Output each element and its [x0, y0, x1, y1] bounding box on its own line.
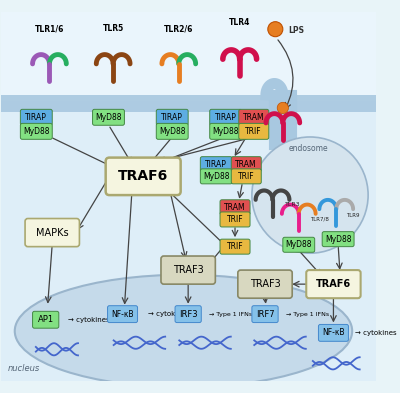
FancyBboxPatch shape	[106, 158, 181, 195]
Text: TRAM: TRAM	[243, 113, 264, 122]
FancyBboxPatch shape	[25, 219, 80, 247]
FancyBboxPatch shape	[318, 325, 348, 341]
Text: TLR9: TLR9	[346, 213, 359, 218]
FancyBboxPatch shape	[210, 109, 242, 125]
Text: TLR7/8: TLR7/8	[310, 217, 329, 221]
Text: → Type 1 IFNs: → Type 1 IFNs	[286, 312, 329, 317]
FancyBboxPatch shape	[220, 212, 250, 227]
FancyBboxPatch shape	[92, 109, 124, 125]
FancyBboxPatch shape	[210, 123, 242, 140]
FancyBboxPatch shape	[231, 157, 261, 172]
Circle shape	[277, 102, 288, 114]
FancyBboxPatch shape	[175, 306, 201, 323]
Text: TRAM: TRAM	[224, 203, 246, 212]
FancyBboxPatch shape	[20, 109, 52, 125]
Text: MyD88: MyD88	[95, 113, 122, 122]
Text: MyD88: MyD88	[212, 127, 239, 136]
FancyBboxPatch shape	[239, 123, 269, 140]
FancyBboxPatch shape	[161, 256, 215, 284]
FancyBboxPatch shape	[220, 239, 250, 254]
Text: MyD88: MyD88	[159, 127, 186, 136]
Text: → cytokines: → cytokines	[148, 311, 190, 317]
Text: nucleus: nucleus	[8, 364, 40, 373]
Bar	[1, 12, 376, 101]
Text: TIRAP: TIRAP	[25, 113, 47, 122]
Text: TIRAP: TIRAP	[215, 113, 236, 122]
FancyBboxPatch shape	[283, 237, 315, 252]
Text: endosome: endosome	[288, 144, 328, 153]
Text: IRF3: IRF3	[179, 310, 198, 319]
FancyBboxPatch shape	[32, 311, 59, 328]
Text: MAPKs: MAPKs	[36, 228, 68, 238]
Text: LPS: LPS	[288, 26, 304, 35]
Text: → cytokines: → cytokines	[355, 330, 397, 336]
FancyBboxPatch shape	[220, 200, 250, 215]
FancyBboxPatch shape	[231, 169, 261, 184]
Text: NF-κB: NF-κB	[322, 329, 345, 337]
FancyBboxPatch shape	[239, 109, 269, 125]
Text: TIRAP: TIRAP	[161, 113, 183, 122]
Text: TIRAP: TIRAP	[205, 160, 227, 169]
FancyBboxPatch shape	[156, 109, 188, 125]
Text: TLR4: TLR4	[229, 18, 250, 28]
Text: → cytokines: → cytokines	[68, 317, 110, 323]
FancyBboxPatch shape	[322, 231, 354, 247]
Text: TRAF3: TRAF3	[250, 279, 280, 289]
Text: TRIF: TRIF	[238, 172, 254, 181]
Text: MyD88: MyD88	[203, 172, 230, 181]
Text: NF-κB: NF-κB	[111, 310, 134, 319]
Text: AP1: AP1	[38, 315, 54, 324]
Text: TRAF6: TRAF6	[118, 169, 168, 184]
Text: TRIF: TRIF	[227, 242, 243, 251]
Circle shape	[268, 22, 283, 37]
Text: MyD88: MyD88	[286, 240, 312, 249]
FancyBboxPatch shape	[238, 270, 292, 298]
FancyBboxPatch shape	[252, 306, 278, 323]
Text: MyD88: MyD88	[325, 235, 351, 244]
Text: TLR5: TLR5	[102, 24, 124, 33]
Bar	[1, 95, 376, 112]
Text: TRAF3: TRAF3	[173, 265, 204, 275]
FancyBboxPatch shape	[200, 169, 232, 184]
Text: TLR3: TLR3	[285, 202, 300, 208]
FancyBboxPatch shape	[108, 306, 138, 323]
Ellipse shape	[15, 275, 352, 387]
Text: TRIF: TRIF	[227, 215, 243, 224]
Text: TRAF6: TRAF6	[316, 279, 351, 289]
Text: IRF7: IRF7	[256, 310, 274, 319]
Text: TLR1/6: TLR1/6	[35, 24, 64, 33]
FancyBboxPatch shape	[156, 123, 188, 140]
Text: TLR2/6: TLR2/6	[164, 24, 194, 33]
FancyBboxPatch shape	[306, 270, 361, 298]
Text: TRAM: TRAM	[236, 160, 257, 169]
Circle shape	[252, 137, 368, 253]
Text: MyD88: MyD88	[23, 127, 50, 136]
Text: → Type 1 IFNs: → Type 1 IFNs	[209, 312, 252, 317]
FancyBboxPatch shape	[20, 123, 52, 140]
Text: TRIF: TRIF	[246, 127, 262, 136]
FancyBboxPatch shape	[200, 157, 232, 172]
